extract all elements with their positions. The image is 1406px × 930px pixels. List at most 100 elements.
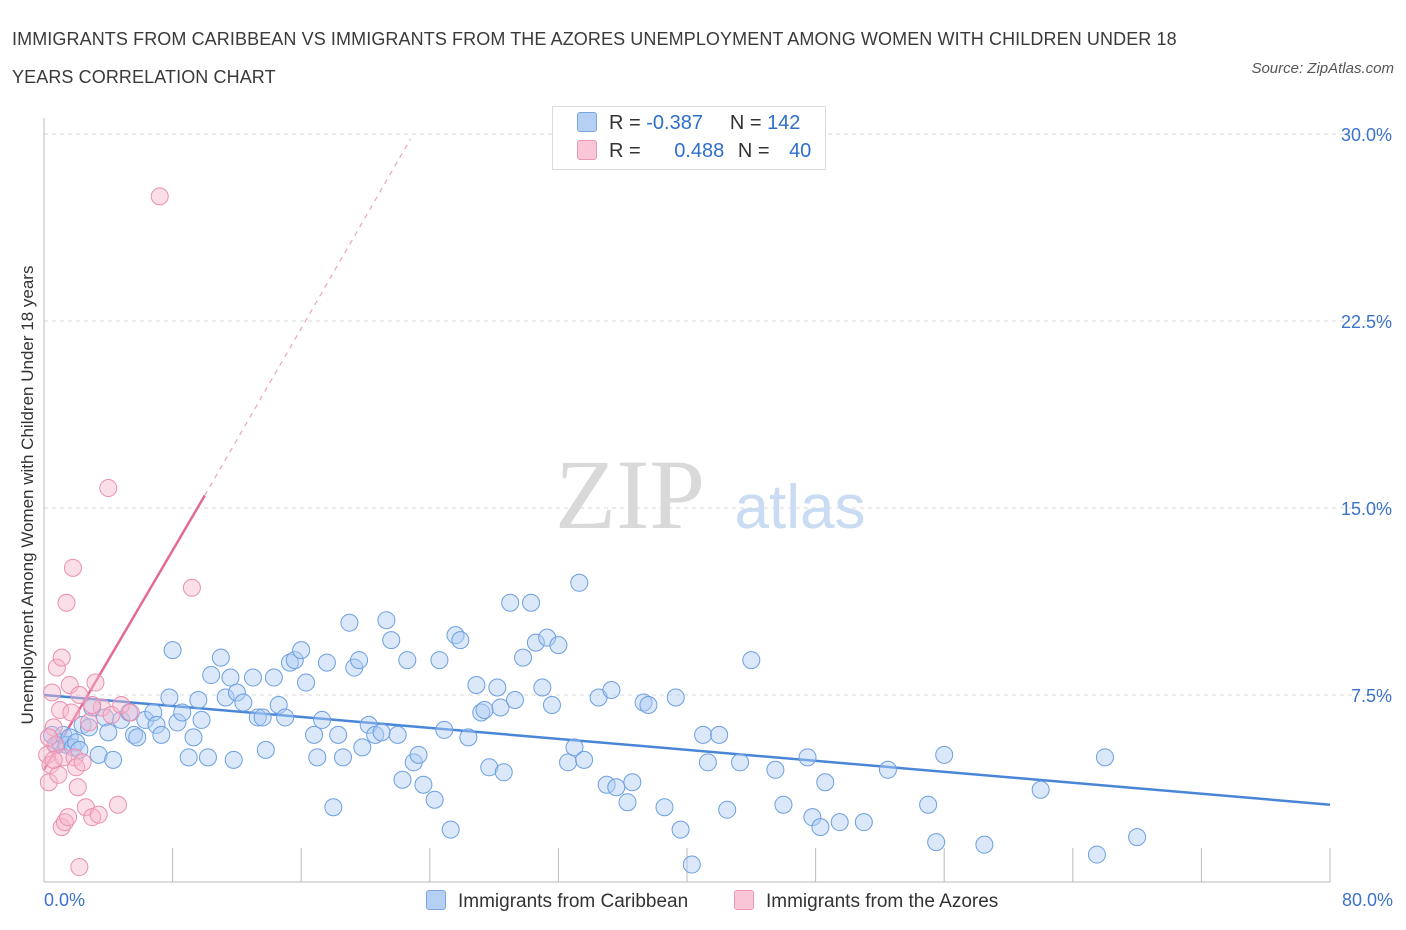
point-caribbean [878,760,897,779]
n-label: N = [729,112,762,134]
point-caribbean [505,690,524,709]
point-caribbean [350,651,369,670]
point-caribbean [854,813,873,832]
point-caribbean [655,798,674,817]
point-caribbean [488,678,507,697]
point-caribbean [475,700,494,719]
point-azores [39,773,58,792]
point-caribbean [480,758,499,777]
r-label: R = [609,140,641,162]
point-caribbean [698,753,717,772]
point-caribbean [718,800,737,819]
n-label: N = [737,140,770,162]
point-caribbean [202,666,221,685]
point-azores [62,703,81,722]
caribbean-swatch [577,112,597,132]
point-caribbean [798,748,817,767]
point-caribbean [221,668,240,687]
point-azores [108,795,127,814]
point-caribbean [559,753,578,772]
point-caribbean [634,693,653,712]
point-caribbean [1128,828,1147,847]
point-caribbean [425,790,444,809]
point-azores [47,658,66,677]
point-caribbean [329,725,348,744]
point-caribbean [189,690,208,709]
azores-swatch [577,140,597,160]
y-tick-labels: 7.5% 15.0% 22.5% 30.0% [1341,125,1392,706]
point-caribbean [388,725,407,744]
point-caribbean [459,728,478,747]
point-caribbean [211,648,230,667]
point-caribbean [243,668,262,687]
point-azores [68,778,87,797]
point-azores [73,753,92,772]
legend-label: Immigrants from Caribbean [458,891,689,912]
point-caribbean [179,748,198,767]
point-caribbean [393,770,412,789]
point-caribbean [927,833,946,852]
point-caribbean [472,703,491,722]
point-azores [70,858,89,877]
x-tick-max: 80.0% [1341,890,1393,910]
point-caribbean [128,728,147,747]
watermark: ZIP atlas [555,439,865,550]
r-value: -0.387 [646,112,703,134]
point-caribbean [382,631,401,650]
point-caribbean [816,773,835,792]
point-caribbean [160,688,179,707]
point-azores [89,805,108,824]
bottom-legend-caribbean: Immigrants from Caribbean [426,890,688,913]
point-caribbean [575,750,594,769]
point-caribbean [216,688,235,707]
correlation-legend: R = -0.387 N = 142 R = 0.488 N = 40 [552,106,826,170]
point-caribbean [224,750,243,769]
trend-line-azores-extension [204,138,412,496]
trend-line-azores [42,494,206,771]
point-caribbean [607,778,626,797]
point-azores [112,695,131,714]
point-caribbean [253,708,272,727]
data-points [38,187,1147,877]
bottom-legend-azores: Immigrants from the Azores [734,890,998,913]
axes [43,118,1331,883]
chart-title: IMMIGRANTS FROM CARIBBEAN VS IMMIGRANTS … [12,29,1177,87]
point-caribbean [409,745,428,764]
point-caribbean [377,611,396,630]
point-caribbean [441,820,460,839]
point-caribbean [256,740,275,759]
legend-row-azores: R = 0.488 N = 40 [577,140,811,166]
point-caribbean [565,738,584,757]
y-tick-label: 15.0% [1341,499,1392,519]
point-caribbean [192,710,211,729]
point-caribbean [666,688,685,707]
point-azores [83,695,102,714]
point-caribbean [317,653,336,672]
point-caribbean [522,593,541,612]
point-caribbean [313,710,332,729]
point-caribbean [168,713,187,732]
point-caribbean [163,641,182,660]
point-caribbean [542,695,561,714]
point-caribbean [398,651,417,670]
point-caribbean [285,651,304,670]
n-value: 142 [767,112,801,134]
point-caribbean [570,573,589,592]
point-caribbean [80,718,99,737]
point-caribbean [297,673,316,692]
point-caribbean [491,698,510,717]
point-azores [51,700,70,719]
point-caribbean [451,631,470,650]
point-caribbean [89,745,108,764]
point-caribbean [1095,748,1114,767]
point-caribbean [514,648,533,667]
r-value: 0.488 [674,140,725,162]
trend-lines [42,138,1331,806]
point-caribbean [125,725,144,744]
point-caribbean [446,626,465,645]
point-caribbean [694,725,713,744]
point-caribbean [173,703,192,722]
point-caribbean [830,813,849,832]
point-caribbean [682,855,701,874]
